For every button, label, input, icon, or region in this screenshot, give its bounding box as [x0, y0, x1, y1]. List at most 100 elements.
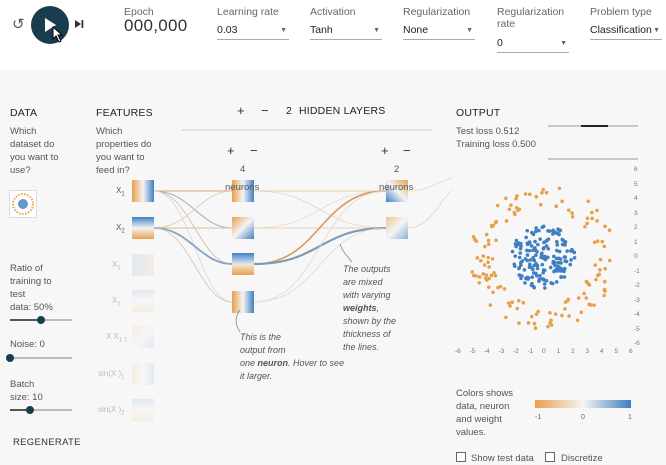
scatter-point-blue [534, 271, 538, 276]
y-tick-label: -6 [634, 340, 640, 347]
scatter-point-orange [607, 258, 612, 263]
y-tick-label: 6 [634, 166, 638, 173]
scatter-point-orange [576, 296, 581, 300]
regularization-rate-label-line1: Regularization [497, 6, 565, 18]
scatter-point-orange [486, 260, 490, 265]
show-test-data-checkbox[interactable] [456, 452, 466, 462]
scatter-point-blue [510, 249, 515, 254]
scatter-point-orange [566, 297, 571, 302]
scatter-point-orange [548, 321, 552, 325]
scatter-point-orange [557, 186, 562, 191]
scatter-point-orange [553, 312, 558, 316]
scatter-point-orange [502, 287, 507, 291]
feature-sin-x1-thumbnail [132, 363, 154, 385]
scatter-point-orange [479, 258, 483, 263]
noise-slider[interactable] [6, 354, 72, 362]
scatter-point-orange [481, 254, 486, 258]
noise-slider-thumb[interactable] [6, 354, 14, 362]
scatter-point-blue [542, 240, 546, 245]
scatter-point-orange [484, 232, 489, 237]
test-loss: Test loss 0.512 [456, 126, 520, 137]
regularization-select[interactable]: None ▼ [403, 24, 475, 40]
learning-rate-value: 0.03 [217, 24, 238, 36]
scatter-point-orange [582, 291, 586, 296]
scatter-point-blue [540, 262, 545, 267]
batch-slider-thumb[interactable] [26, 406, 35, 414]
scatter-point-orange [493, 273, 498, 278]
feature-x2-toggle[interactable] [132, 217, 154, 239]
feature-x1x2-toggle[interactable] [132, 326, 154, 348]
scatter-point-orange [549, 318, 553, 323]
chevron-down-icon: ▼ [373, 27, 380, 34]
scatter-point-orange [554, 204, 559, 209]
scatter-point-blue [543, 286, 547, 290]
scatter-point-blue [536, 242, 540, 247]
scatter-point-orange [486, 242, 491, 247]
ratio-slider-thumb[interactable] [37, 316, 45, 324]
scatter-point-orange [585, 221, 589, 226]
scatter-point-blue [569, 258, 573, 262]
step-icon[interactable] [74, 18, 84, 32]
scatter-point-orange [598, 267, 602, 272]
batch-slider[interactable] [10, 406, 72, 414]
scatter-point-orange [506, 301, 511, 305]
scatter-point-blue [525, 228, 530, 233]
learning-rate-select[interactable]: 0.03 ▼ [217, 24, 289, 40]
weight-line [153, 190, 233, 229]
weight-line [407, 177, 453, 192]
regenerate-button[interactable]: REGENERATE [13, 437, 81, 448]
scatter-point-orange [534, 312, 539, 317]
add-neuron-l2-button[interactable]: + [381, 143, 389, 158]
scatter-point-blue [517, 255, 522, 260]
scatter-point-orange [602, 287, 607, 292]
weight-line [153, 227, 233, 265]
reset-icon[interactable]: ↺ [12, 16, 25, 33]
scatter-point-blue [538, 273, 542, 278]
scatter-point-orange [603, 224, 607, 229]
scatter-point-blue [555, 240, 559, 244]
feature-x1-squared-toggle[interactable] [132, 254, 154, 276]
scatter-point-blue [532, 258, 537, 263]
feature-sin-x1-toggle[interactable] [132, 363, 154, 385]
feature-sin-x2-thumbnail [132, 399, 154, 421]
scatter-point-orange [473, 237, 477, 242]
remove-neuron-l1-button[interactable]: − [250, 143, 258, 158]
scatter-point-orange [536, 309, 540, 314]
regularization-rate-select[interactable]: 0 ▼ [497, 37, 569, 53]
feature-x1-toggle[interactable] [132, 180, 154, 202]
regularization-value: None [403, 24, 429, 36]
scatter-point-blue [564, 259, 569, 264]
scatter-point-orange [567, 208, 571, 213]
play-button[interactable] [31, 6, 69, 44]
add-neuron-l1-button[interactable]: + [227, 143, 235, 158]
weight-line [253, 190, 387, 265]
color-legend-bar: -1 0 1 [535, 400, 632, 421]
discretize-label: Discretize [561, 453, 603, 464]
top-controls-bar: ↺ Epoch 000,000 Learning rate 0.03 ▼ Act… [0, 0, 666, 70]
x-tick-label: 5 [614, 348, 619, 355]
activation-select[interactable]: Tanh ▼ [310, 24, 382, 40]
scatter-point-orange [490, 257, 495, 261]
discretize-checkbox[interactable] [545, 452, 555, 462]
feature-label-x1x2: X X1 2 [106, 332, 128, 344]
dataset-circle-thumbnail[interactable] [9, 190, 37, 218]
y-tick-label: 5 [634, 180, 638, 188]
scatter-point-blue [555, 231, 559, 236]
feature-sin-x2-toggle[interactable] [132, 399, 154, 421]
scatter-point-blue [568, 262, 573, 267]
scatter-point-orange [512, 210, 517, 215]
remove-layer-button[interactable]: − [261, 103, 269, 118]
remove-neuron-l2-button[interactable]: − [403, 143, 411, 158]
scatter-point-orange [484, 273, 489, 277]
add-layer-button[interactable]: + [237, 103, 245, 118]
scatter-point-blue [542, 246, 546, 250]
problem-type-select[interactable]: Classification ▼ [590, 24, 662, 40]
epoch-label: Epoch [124, 6, 154, 18]
scatter-point-blue [529, 244, 534, 248]
feature-x2-squared-toggle[interactable] [132, 290, 154, 312]
scatter-point-orange [482, 263, 487, 267]
ratio-slider[interactable] [10, 316, 72, 324]
scatter-point-orange [493, 221, 498, 225]
scatter-point-blue [519, 263, 523, 268]
neuron-l2-2 [386, 217, 408, 239]
